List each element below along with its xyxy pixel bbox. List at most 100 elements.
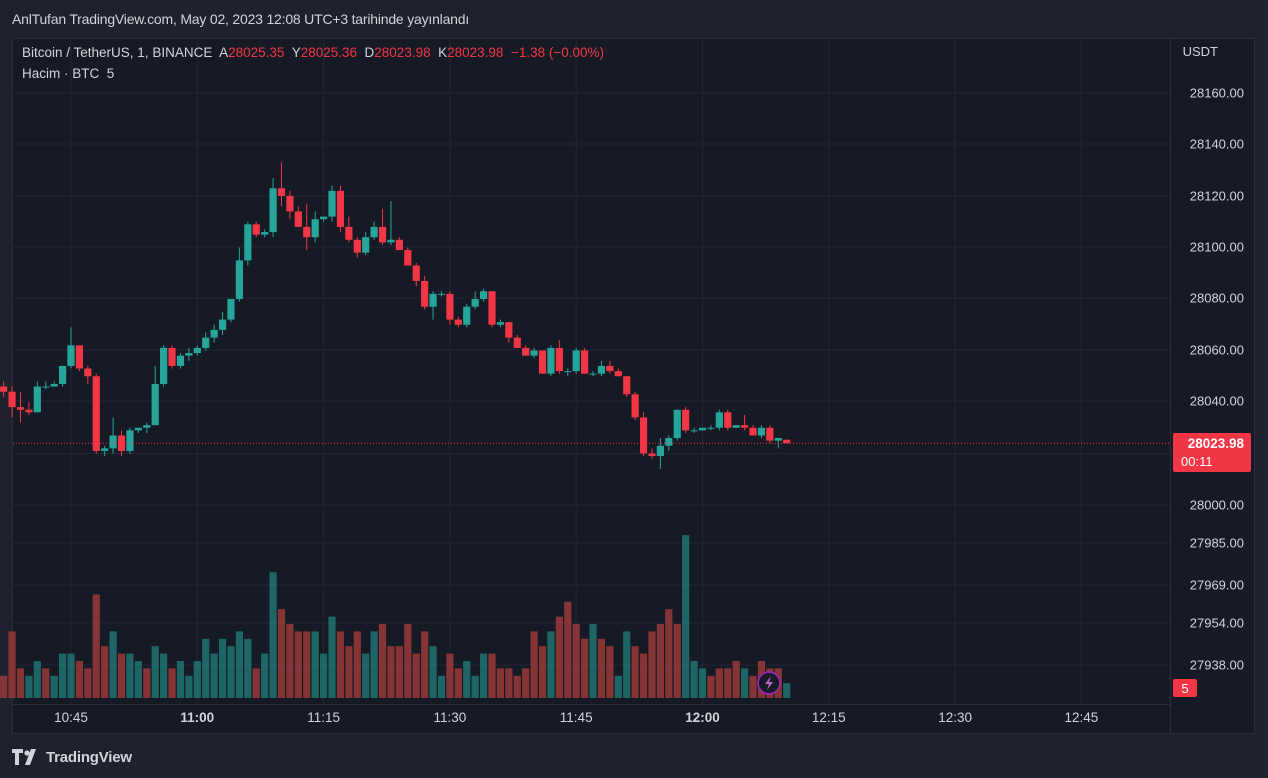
volume-bar xyxy=(471,675,479,698)
volume-bar xyxy=(25,675,33,698)
price-tick-label: 28040.00 xyxy=(1190,394,1244,409)
volume-bar xyxy=(572,624,580,698)
candle-body xyxy=(682,409,690,431)
candle xyxy=(673,409,681,441)
volume-scale-label: 27969.00 xyxy=(1190,578,1244,593)
volume-bar xyxy=(707,675,715,698)
volume-scale-label: 27938.00 xyxy=(1190,658,1244,673)
chart-pane[interactable] xyxy=(12,38,1255,734)
candle xyxy=(176,353,185,369)
lightning-icon[interactable] xyxy=(757,671,781,695)
volume-bar xyxy=(210,653,218,698)
candle-body xyxy=(564,371,572,373)
volume-bar xyxy=(370,631,378,698)
volume-legend-label[interactable]: Hacim · BTC xyxy=(22,66,100,81)
candle xyxy=(227,299,235,323)
volume-bar xyxy=(185,675,193,698)
candle xyxy=(783,439,791,444)
candle-body xyxy=(631,394,639,418)
candle-body xyxy=(42,386,50,388)
candle xyxy=(715,409,723,431)
candle-body xyxy=(656,445,664,457)
candle xyxy=(252,221,260,238)
candle xyxy=(665,435,673,451)
candle-body xyxy=(639,417,648,454)
candle-body xyxy=(50,383,58,387)
volume-bar xyxy=(218,638,227,698)
candle-body xyxy=(623,376,631,395)
candle-body xyxy=(0,386,8,392)
volume-bar xyxy=(513,675,521,698)
candle xyxy=(328,185,336,222)
candle-body xyxy=(606,365,614,372)
candle xyxy=(606,360,614,374)
volume-bar xyxy=(446,653,454,698)
candle xyxy=(530,347,538,359)
time-axis: 10:45 11:00 11:15 11:30 11:45 12:00 12:15 12:30… xyxy=(13,704,1170,725)
volume-bar xyxy=(656,624,664,698)
footer-brand[interactable]: TradingView xyxy=(46,748,132,766)
volume-bar xyxy=(698,668,707,698)
volume-bar xyxy=(151,646,159,698)
candle xyxy=(757,425,766,439)
candle xyxy=(395,237,403,251)
candle xyxy=(269,177,277,238)
time-tick-label: 11:00 xyxy=(180,710,214,725)
tradingview-logo-icon[interactable] xyxy=(12,749,40,765)
candle-body xyxy=(463,306,471,325)
candle-body xyxy=(715,412,723,428)
candle xyxy=(202,332,210,351)
volume-bar xyxy=(454,668,462,698)
candle xyxy=(362,232,370,256)
candle-body xyxy=(261,232,269,235)
candle-body xyxy=(412,265,420,281)
candle-body xyxy=(252,224,260,235)
candle-body xyxy=(581,350,589,374)
candle-body xyxy=(614,371,622,377)
legend-symbol[interactable]: Bitcoin / TetherUS, 1, BINANCE xyxy=(22,45,213,60)
candle-body xyxy=(370,226,378,238)
price-tick-label: 28120.00 xyxy=(1190,189,1244,204)
time-tick-label: 11:30 xyxy=(434,710,467,725)
volume-bar xyxy=(101,646,109,698)
candle xyxy=(437,291,446,297)
volume-bar xyxy=(286,624,294,698)
volume-bar xyxy=(682,535,690,698)
candle xyxy=(463,304,471,328)
volume-bar xyxy=(0,675,8,698)
candle-body xyxy=(774,438,782,441)
candle-body xyxy=(488,291,496,325)
candle xyxy=(261,229,269,238)
published-header: AnlTufan TradingView.com, May 02, 2023 1… xyxy=(0,0,1268,38)
candle xyxy=(168,345,176,369)
volume-bar xyxy=(555,616,563,698)
candle xyxy=(496,319,505,328)
legend-open-label: A xyxy=(219,45,229,60)
volume-bar xyxy=(42,668,50,698)
volume-bar xyxy=(496,668,505,698)
candle xyxy=(471,291,479,310)
volume-bar xyxy=(463,661,471,698)
volume-bar xyxy=(690,661,698,698)
candle xyxy=(387,201,395,245)
volume-bar xyxy=(715,668,723,698)
candle xyxy=(235,247,243,302)
volume-bar xyxy=(488,653,496,698)
volume-badge-value: 5 xyxy=(1181,681,1188,696)
volume-bar xyxy=(581,638,589,698)
volume-bar xyxy=(16,668,25,698)
candle-body xyxy=(277,188,286,196)
currency-label[interactable]: USDT xyxy=(1183,44,1218,59)
candle xyxy=(303,203,311,251)
candle-body xyxy=(362,237,370,253)
candle xyxy=(454,317,462,328)
volume-bar xyxy=(623,631,631,698)
price-tick-label: 28140.00 xyxy=(1190,137,1244,152)
candle-body xyxy=(404,250,412,266)
volume-bar xyxy=(328,616,336,698)
candle-body xyxy=(555,347,563,372)
volume-bar xyxy=(67,653,75,698)
candle xyxy=(336,185,345,233)
footer: TradingView xyxy=(12,746,132,768)
